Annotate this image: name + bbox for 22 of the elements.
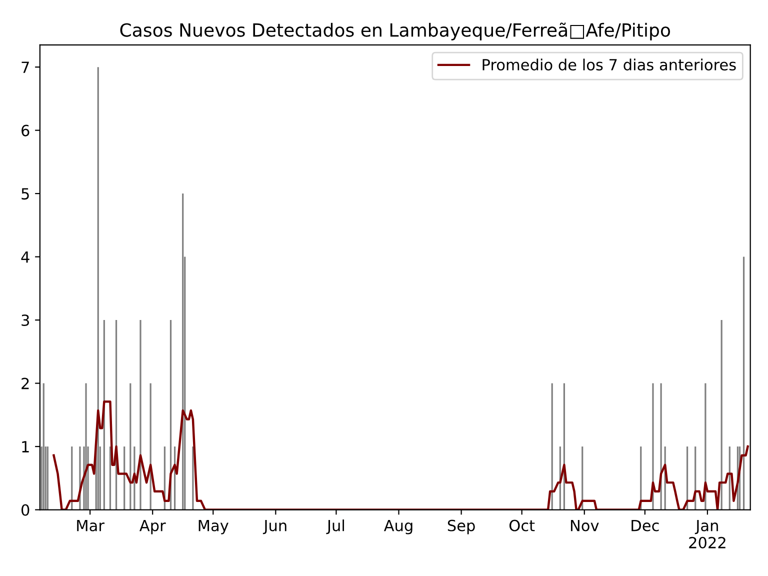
x-tick-label: Oct (509, 520, 535, 532)
x-tick-label: Nov (570, 520, 599, 532)
x-tick-label: Apr (139, 520, 166, 534)
x-tick-label: Jun (262, 520, 286, 534)
chart-title: Casos Nuevos Detectados en Lambayeque/Ferreã□Afe/Pitipo (120, 22, 670, 40)
y-tick-label: 2 (22, 378, 29, 390)
x-tick-label: Jan 2022 (689, 520, 726, 548)
x-tick-label: May (198, 520, 228, 534)
y-tick-label: 6 (22, 124, 30, 136)
y-tick-label: 1 (22, 441, 29, 452)
x-tick-label: Dec (632, 520, 659, 532)
line-series (52, 400, 749, 510)
x-tick-label: Jul (326, 519, 344, 534)
y-tick-label: 7 (22, 62, 29, 73)
x-tick-label: Sep (448, 520, 475, 534)
y-tick-label: 0 (22, 504, 30, 516)
x-tick-label: Mar (77, 520, 104, 532)
y-tick-label: 5 (22, 188, 29, 200)
x-tick-label: Aug (384, 520, 412, 534)
legend-label: Promedio de los 7 dias anteriores (482, 58, 736, 71)
y-tick-label: 3 (22, 314, 29, 326)
y-tick-label: 4 (21, 251, 30, 263)
